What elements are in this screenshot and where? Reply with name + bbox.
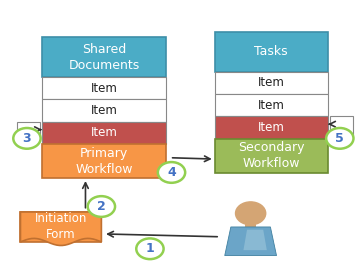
Bar [42, 144, 166, 178]
Bar [17, 122, 40, 141]
Text: Item: Item [258, 99, 285, 112]
Bar [42, 38, 166, 77]
Circle shape [13, 128, 40, 149]
Text: Shared
Documents: Shared Documents [69, 43, 140, 72]
Text: 1: 1 [145, 242, 154, 255]
Bar [42, 122, 166, 144]
Bar [330, 116, 353, 136]
Text: Item: Item [258, 76, 285, 89]
Bar [215, 32, 328, 72]
Text: Item: Item [91, 126, 118, 139]
Circle shape [136, 238, 164, 259]
Bar [42, 77, 166, 99]
Circle shape [158, 162, 185, 183]
Bar [215, 116, 328, 139]
Text: Item: Item [91, 104, 118, 117]
Bar [245, 217, 256, 227]
Circle shape [235, 202, 266, 225]
Bar [215, 72, 328, 94]
Text: Initiation
Form: Initiation Form [35, 212, 87, 241]
Bar [215, 139, 328, 173]
Bar [215, 94, 328, 116]
Text: Tasks: Tasks [255, 45, 288, 58]
Bar [42, 99, 166, 122]
Text: Primary
Workflow: Primary Workflow [75, 147, 133, 176]
Circle shape [326, 128, 353, 149]
Text: 4: 4 [167, 166, 176, 179]
Text: 3: 3 [23, 132, 31, 145]
Text: Item: Item [91, 82, 118, 95]
Text: 2: 2 [97, 200, 106, 213]
Circle shape [88, 196, 115, 217]
Polygon shape [21, 212, 101, 246]
Polygon shape [243, 230, 267, 250]
Text: Item: Item [258, 121, 285, 134]
Polygon shape [225, 227, 277, 256]
Bar [21, 212, 101, 242]
Text: Secondary
Workflow: Secondary Workflow [238, 141, 305, 170]
Text: 5: 5 [335, 132, 344, 145]
